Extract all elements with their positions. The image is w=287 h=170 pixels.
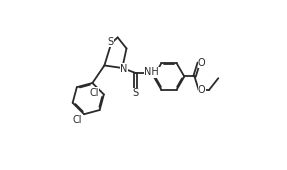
Text: S: S bbox=[107, 37, 113, 47]
Text: O: O bbox=[198, 58, 205, 68]
Text: NH: NH bbox=[144, 67, 159, 77]
Text: Cl: Cl bbox=[89, 88, 99, 98]
Text: Cl: Cl bbox=[73, 115, 82, 125]
Text: N: N bbox=[120, 64, 128, 74]
Text: O: O bbox=[198, 85, 205, 95]
Text: S: S bbox=[133, 88, 139, 98]
